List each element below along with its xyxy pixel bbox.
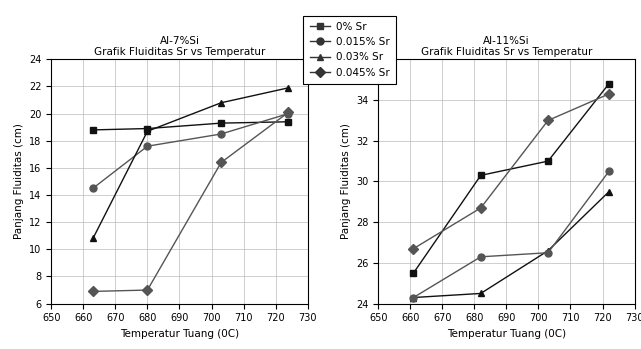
X-axis label: Temperatur Tuang (0C): Temperatur Tuang (0C) — [120, 329, 239, 339]
Y-axis label: Panjang Fluiditas (cm): Panjang Fluiditas (cm) — [340, 124, 351, 239]
Title: Al-7%Si
Grafik Fluiditas Sr vs Temperatur: Al-7%Si Grafik Fluiditas Sr vs Temperatu… — [94, 36, 265, 57]
Title: Al-11%Si
Grafik Fluiditas Sr vs Temperatur: Al-11%Si Grafik Fluiditas Sr vs Temperat… — [420, 36, 592, 57]
Y-axis label: Panjang Fluiditas (cm): Panjang Fluiditas (cm) — [13, 124, 24, 239]
Legend: 0% Sr, 0.015% Sr, 0.03% Sr, 0.045% Sr: 0% Sr, 0.015% Sr, 0.03% Sr, 0.045% Sr — [303, 16, 395, 84]
X-axis label: Temperatur Tuang (0C): Temperatur Tuang (0C) — [447, 329, 566, 339]
